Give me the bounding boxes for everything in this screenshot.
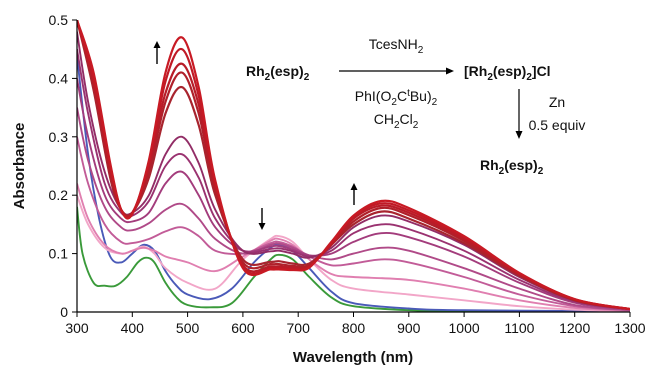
x-tick-label: 1300: [614, 320, 645, 336]
x-axis-label: Wavelength (nm): [293, 349, 413, 366]
arrow-down-icon: [258, 208, 266, 230]
y-axis-label: Absorbance: [11, 123, 28, 210]
y-tick-label: 0.2: [49, 187, 69, 203]
spectrum-line: [77, 136, 630, 312]
arrow-up-icon: [350, 183, 358, 205]
spectrum-line: [77, 78, 630, 311]
solvent-label: CH2Cl2: [374, 111, 419, 131]
y-tick-label: 0.5: [49, 12, 69, 28]
reaction-scheme: TcesNH2 Rh2(esp)2 [Rh2(esp)2]Cl PhI(O2Ct…: [246, 36, 585, 177]
x-tick-label: 800: [342, 320, 366, 336]
spectrum-line: [77, 107, 630, 312]
final-complex-label: Rh2(esp)2: [480, 157, 544, 177]
reaction-arrow-icon: [339, 67, 454, 75]
reagent-label: TcesNH2: [369, 36, 424, 56]
spectrum-line: [77, 206, 630, 312]
oxidized-complex-label: [Rh2(esp)2]Cl: [464, 63, 551, 83]
start-complex-label: Rh2(esp)2: [246, 63, 310, 83]
x-tick-label: 700: [287, 320, 311, 336]
trend-arrows: [153, 41, 358, 230]
ticks-layer: 300 400 500 600 700 800 900 1000 1100 1200 1300 0 0.…: [49, 12, 646, 336]
y-tick-label: 0: [60, 304, 68, 320]
x-tick-label: 1200: [559, 320, 590, 336]
reductant-label: Zn: [549, 94, 565, 110]
y-tick-label: 0.4: [49, 70, 69, 86]
series-layer: [77, 20, 630, 312]
x-tick-label: 300: [65, 320, 89, 336]
reduction-arrow-icon: [515, 89, 523, 139]
spectrum-line: [77, 54, 630, 312]
x-tick-label: 1000: [449, 320, 480, 336]
spectrum-line: [77, 183, 630, 312]
spectrum-line: [77, 49, 630, 311]
oxidant-label: PhI(O2CtBu)2: [355, 88, 438, 108]
spectrum-line: [77, 20, 630, 311]
x-tick-label: 600: [231, 320, 255, 336]
x-tick-label: 400: [121, 320, 145, 336]
x-tick-label: 900: [397, 320, 421, 336]
x-tick-label: 1100: [504, 320, 534, 336]
spectrum-line: [77, 20, 630, 311]
y-tick-label: 0.3: [49, 129, 69, 145]
y-tick-label: 0.1: [49, 246, 69, 262]
reductant-amount-label: 0.5 equiv: [529, 117, 586, 133]
arrow-up-icon: [153, 41, 161, 64]
x-tick-label: 500: [176, 320, 200, 336]
